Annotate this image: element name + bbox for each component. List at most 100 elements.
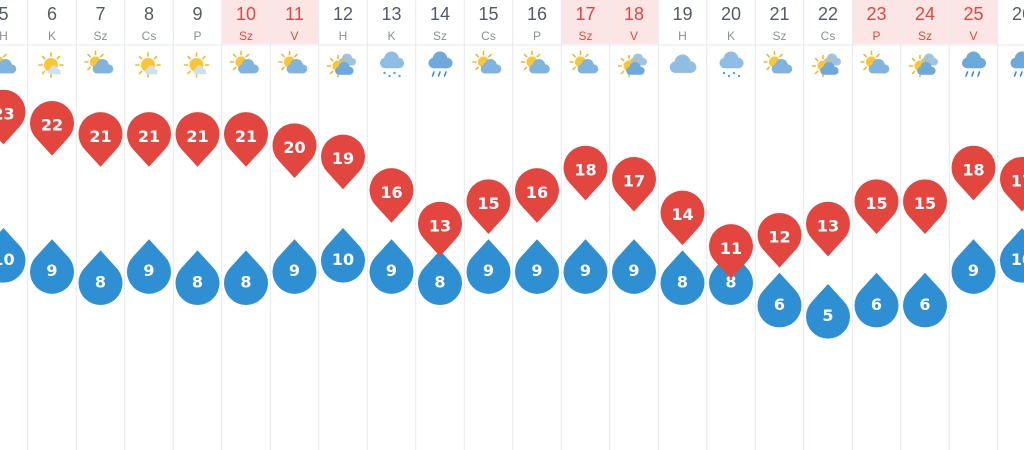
weekend-header-bg (222, 0, 270, 44)
min-temp-drop: 8 (78, 250, 123, 306)
max-temp-pin: 17 (1000, 157, 1024, 212)
min-temp-drop: 10 (0, 228, 26, 283)
tick-label-weekday: H (339, 29, 348, 43)
data-label-min: 10 (1011, 250, 1024, 269)
sun-cloud-icon (0, 53, 17, 74)
weekend-header-bg (949, 0, 998, 44)
tick-label-day: 5 (0, 4, 9, 24)
tick-label-day: 9 (192, 4, 202, 24)
weekend-header-bg (901, 0, 949, 44)
max-temp-pin: 15 (854, 179, 899, 234)
tick-label-day: 14 (430, 4, 450, 24)
tick-label-weekday: Cs (821, 29, 836, 43)
data-label-min: 9 (46, 261, 57, 280)
tick-label-day: 13 (381, 4, 401, 24)
data-label-max: 12 (768, 228, 790, 247)
min-temp-drop: 8 (418, 250, 462, 306)
sun-icon (38, 52, 64, 78)
tick-label-weekday: Sz (93, 29, 107, 43)
tick-label-weekday: V (290, 29, 298, 43)
weekend-header-bg (610, 0, 658, 44)
max-temp-pin: 16 (515, 168, 559, 223)
min-temp-drop: 10 (1000, 228, 1024, 283)
data-label-max: 18 (962, 160, 984, 179)
min-temp-drop: 9 (127, 239, 171, 294)
min-temp-drop: 9 (272, 239, 317, 294)
tick-label-day: 22 (818, 4, 838, 24)
sun-cloud-icon (278, 50, 308, 74)
min-temp-drop: 9 (563, 239, 608, 294)
column-backgrounds (222, 0, 998, 44)
min-temp-drop: 9 (951, 239, 996, 294)
tick-label-weekday: Sz (433, 29, 447, 43)
tick-label-weekday: Sz (918, 29, 932, 43)
tick-label-day: 24 (915, 4, 935, 24)
data-label-max: 23 (0, 104, 15, 123)
tick-label-day: 16 (527, 4, 547, 24)
min-temp-drop: 9 (612, 239, 656, 294)
data-label-max: 14 (671, 205, 693, 224)
max-temp-pin: 23 (0, 89, 26, 145)
max-temp-pin: 18 (563, 145, 608, 201)
data-label-min: 10 (332, 250, 354, 269)
max-temp-pin: 21 (224, 112, 268, 167)
tick-label-weekday: Cs (481, 29, 496, 43)
data-label-max: 15 (914, 194, 936, 213)
max-temp-pin: 15 (903, 179, 948, 234)
cloud-sun-icon (617, 53, 647, 78)
data-label-min: 9 (143, 261, 154, 280)
data-label-max: 18 (574, 160, 596, 179)
max-temp-pin: 11 (709, 224, 753, 279)
data-label-max: 13 (817, 216, 839, 235)
data-label-max: 15 (865, 194, 887, 213)
tick-label-day: 26 (1012, 4, 1024, 24)
min-temp-drop: 8 (175, 250, 220, 306)
data-label-max: 21 (89, 127, 111, 146)
max-temp-pin: 12 (757, 212, 802, 268)
tick-label-weekday: H (678, 29, 687, 43)
min-temp-drop: 6 (757, 272, 802, 328)
max-temp-pin: 18 (951, 145, 996, 201)
min-temp-drop: 9 (30, 239, 75, 294)
tick-label-day: 7 (95, 4, 105, 24)
max-temp-pin: 19 (321, 134, 365, 190)
max-temp-pin: 15 (466, 179, 511, 234)
tick-label-day: 18 (624, 4, 644, 24)
max-temp-pin: 16 (369, 168, 414, 223)
tick-label-weekday: P (872, 29, 880, 43)
data-label-min: 10 (0, 250, 15, 269)
sun-cloud-icon (860, 50, 890, 74)
tick-label-day: 17 (575, 4, 595, 24)
data-label-max: 17 (1011, 172, 1024, 191)
data-label-min: 8 (434, 272, 445, 291)
max-temp-pin: 14 (660, 190, 705, 246)
weekend-header-bg (270, 0, 319, 44)
sun-cloud-icon (520, 50, 550, 74)
sun-cloud-icon (569, 50, 599, 74)
data-label-min: 5 (822, 306, 833, 325)
data-label-max: 15 (477, 194, 499, 213)
data-label-max: 19 (332, 149, 354, 168)
date-header: 5 H 6 K 7 Sz 8 Cs 9 P 10 Sz 11 V 12 H 13 K 14 Sz 15 Cs 16 P 17 Sz… (0, 4, 1024, 43)
sun-cloud-icon (229, 50, 259, 74)
data-label-min: 9 (289, 261, 300, 280)
data-label-min: 8 (677, 272, 688, 291)
tick-label-day: 11 (285, 4, 304, 24)
data-label-max: 22 (41, 116, 63, 135)
data-label-min: 8 (95, 272, 106, 291)
data-label-max: 16 (526, 183, 548, 202)
weekend-header-bg (852, 0, 901, 44)
tick-label-day: 8 (144, 4, 154, 24)
tick-label-weekday: Sz (239, 29, 253, 43)
max-temp-pin: 21 (127, 112, 171, 167)
tick-label-weekday: P (193, 29, 201, 43)
data-label-min: 9 (386, 261, 397, 280)
data-label-min: 9 (628, 261, 639, 280)
data-label-min: 8 (192, 272, 203, 291)
cloud-sun-icon (326, 53, 356, 78)
data-label-min: 9 (483, 261, 494, 280)
min-temp-drop: 8 (660, 250, 705, 306)
tick-label-day: 19 (672, 4, 692, 24)
